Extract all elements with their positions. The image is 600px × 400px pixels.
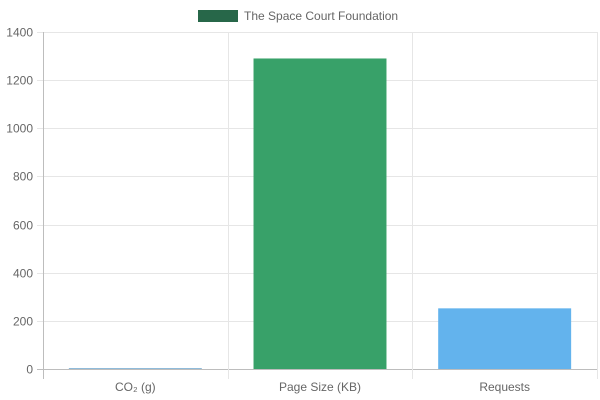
y-tick-label: 1400 xyxy=(6,26,33,40)
legend[interactable]: The Space Court Foundation xyxy=(198,9,398,23)
y-tick-label: 1000 xyxy=(6,122,33,136)
bar[interactable] xyxy=(438,308,572,369)
y-tick-label: 0 xyxy=(26,363,33,377)
y-tick-label: 400 xyxy=(13,267,33,281)
bar[interactable] xyxy=(68,368,202,370)
bars xyxy=(68,58,572,370)
x-tick-label: Page Size (KB) xyxy=(279,380,361,394)
bar[interactable] xyxy=(253,58,387,369)
axes: 0 200 400 600 800 1000 1200 1400 CO₂ (g) Page Siz… xyxy=(6,26,530,395)
legend-swatch[interactable] xyxy=(198,10,238,22)
y-tick-label: 1200 xyxy=(6,74,33,88)
legend-label[interactable]: The Space Court Foundation xyxy=(244,9,398,23)
x-tick-label: CO₂ (g) xyxy=(115,380,156,394)
x-tick-label: Requests xyxy=(479,380,530,394)
y-tick-label: 600 xyxy=(13,219,33,233)
y-tick-label: 200 xyxy=(13,315,33,329)
y-tick-label: 800 xyxy=(13,170,33,184)
